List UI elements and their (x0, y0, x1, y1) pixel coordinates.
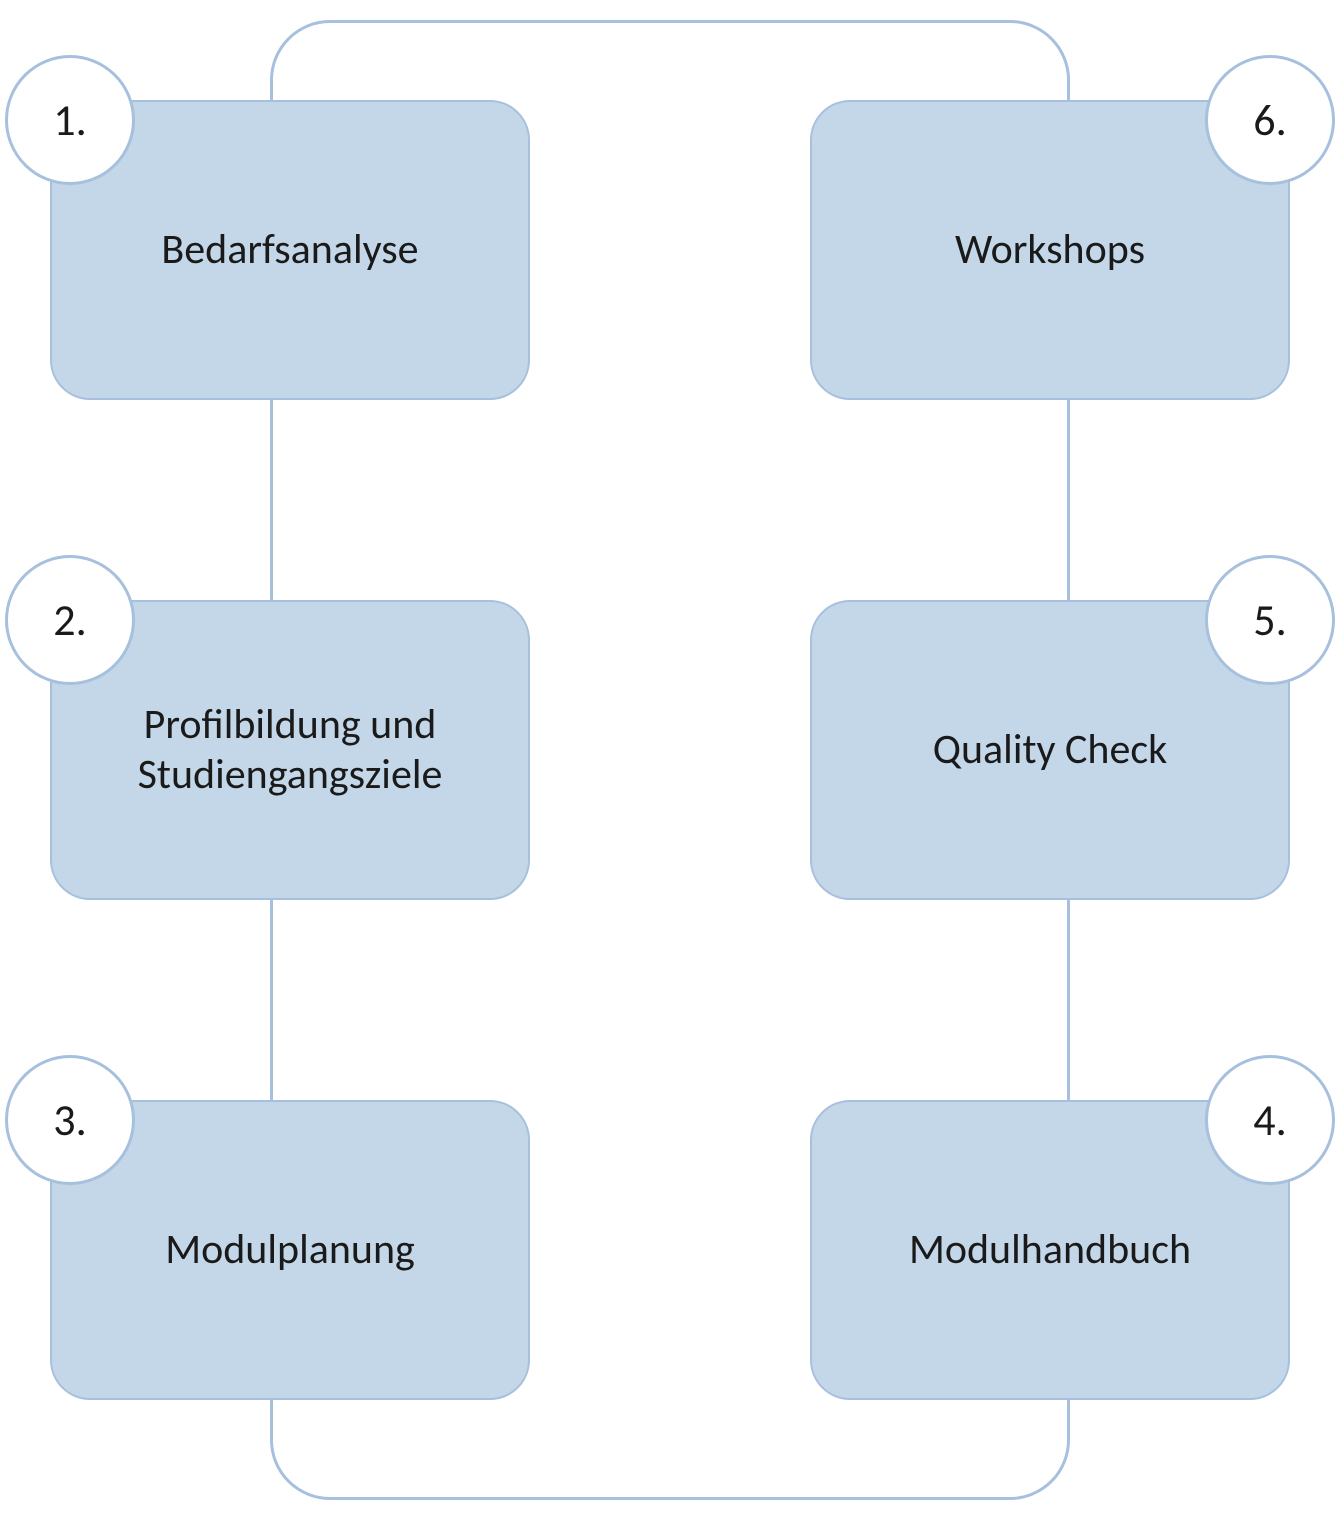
step-number: 4. (1253, 1093, 1286, 1147)
process-flow-diagram: Bedarfsanalyse 1. Profilbildung und Stud… (0, 0, 1340, 1534)
step-number: 3. (53, 1093, 86, 1147)
step-badge-1: 1. (5, 55, 135, 185)
step-badge-6: 6. (1205, 55, 1335, 185)
step-badge-5: 5. (1205, 555, 1335, 685)
step-label: Quality Check (933, 725, 1168, 775)
step-number: 1. (53, 93, 86, 147)
step-number: 6. (1253, 93, 1286, 147)
step-number: 5. (1253, 593, 1286, 647)
step-badge-4: 4. (1205, 1055, 1335, 1185)
step-label: Workshops (955, 225, 1145, 275)
step-label: Modulplanung (165, 1225, 415, 1275)
step-label: Bedarfsanalyse (161, 225, 418, 275)
step-label: Profilbildung und Studiengangsziele (72, 700, 508, 801)
step-number: 2. (53, 593, 86, 647)
step-badge-2: 2. (5, 555, 135, 685)
step-badge-3: 3. (5, 1055, 135, 1185)
step-label: Modulhandbuch (909, 1225, 1191, 1275)
